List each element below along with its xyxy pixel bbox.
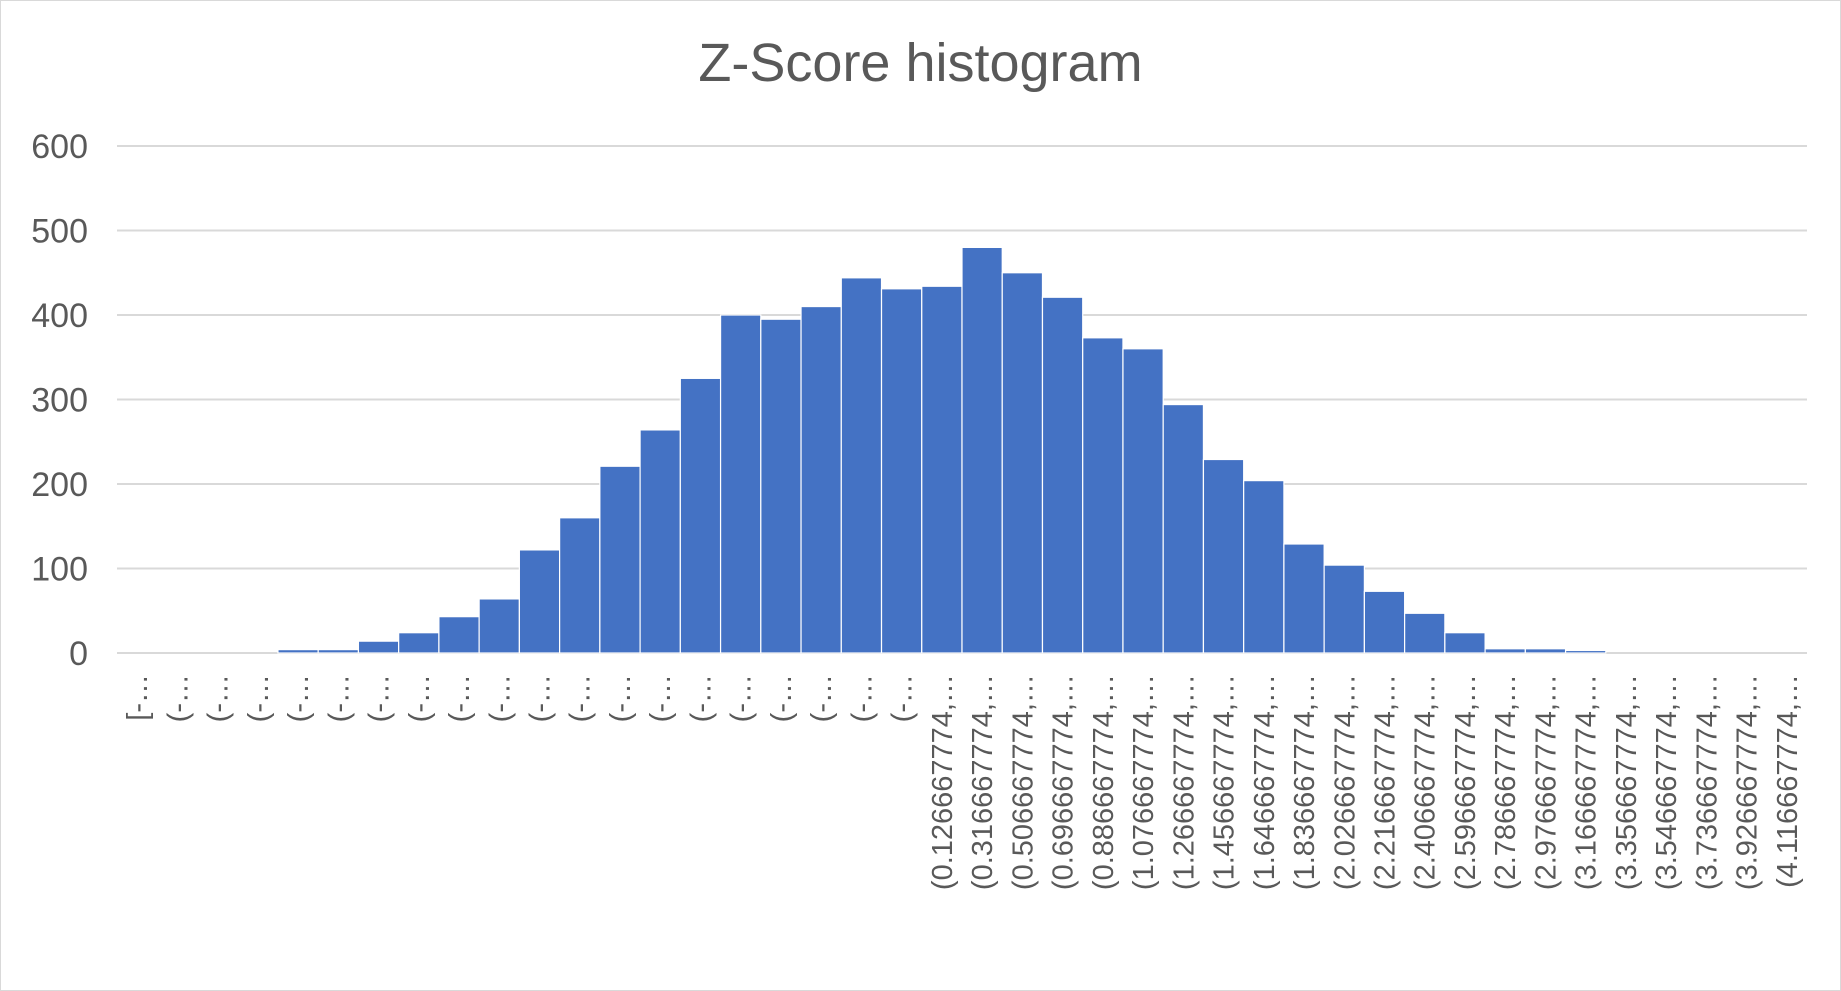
x-tick-label: (-… xyxy=(484,674,516,722)
y-tick-label: 100 xyxy=(31,551,88,589)
x-tick-label: [-… xyxy=(122,674,154,721)
x-tick-label: (-… xyxy=(444,674,476,722)
histogram-bar xyxy=(1564,649,1607,654)
x-tick-label: (1.456667774,… xyxy=(1209,674,1241,890)
histogram-bar xyxy=(1041,296,1084,654)
histogram-bar xyxy=(357,640,400,654)
x-tick-label: (-… xyxy=(726,674,758,722)
histogram-bar xyxy=(639,429,681,654)
x-tick-label: (3.166667774,… xyxy=(1571,674,1603,890)
x-tick-label: (3.736667774,… xyxy=(1691,674,1723,890)
histogram-bar xyxy=(1484,648,1526,654)
histogram-bar xyxy=(1122,348,1164,654)
x-tick-label: (0.886667774,… xyxy=(1088,674,1120,890)
x-tick-label: (0.506667774,… xyxy=(1007,674,1039,890)
x-tick-label: (2.976667774,… xyxy=(1530,674,1562,890)
histogram-bar xyxy=(961,246,1003,654)
x-tick-label: (4.116667774,… xyxy=(1772,674,1804,888)
histogram-bar xyxy=(1202,458,1245,654)
y-axis: 0 100 200 300 400 500 600 xyxy=(31,128,88,673)
x-tick-label: (-… xyxy=(846,674,878,722)
histogram-bar xyxy=(679,377,722,654)
x-tick-label: (1.646667774,… xyxy=(1249,674,1281,890)
x-tick-label: (-… xyxy=(685,674,717,722)
histogram-bar xyxy=(559,517,601,654)
histogram-bar xyxy=(840,277,883,654)
histogram-bar xyxy=(1243,480,1285,654)
x-tick-label: (3.926667774,… xyxy=(1732,674,1764,890)
x-tick-label: (2.026667774,… xyxy=(1329,674,1361,890)
x-axis: [-… (-… (-… (-… (-… (-… (-… (-… (-… (-… (-… (-… (-…(… xyxy=(122,674,1804,890)
y-tick-label: 400 xyxy=(31,297,88,335)
x-tick-label: (1.266667774,… xyxy=(1168,674,1200,890)
histogram-bar xyxy=(760,318,802,654)
x-tick-label: (0.316667774,… xyxy=(967,674,999,890)
x-tick-label: (2.216667774,… xyxy=(1370,674,1402,890)
histogram-bar xyxy=(1283,543,1325,654)
histogram-bar xyxy=(1162,403,1205,654)
histogram-bar xyxy=(518,549,561,654)
histogram-bar xyxy=(1404,612,1446,654)
x-tick-label: (1.076667774,… xyxy=(1128,674,1160,890)
x-tick-label: (-… xyxy=(565,674,597,722)
y-tick-label: 200 xyxy=(31,466,88,504)
x-tick-label: (-… xyxy=(364,674,396,722)
histogram-bar xyxy=(1323,564,1365,654)
histogram-bar xyxy=(921,285,963,654)
x-tick-label: (3.546667774,… xyxy=(1651,674,1683,890)
x-tick-label: (2.406667774,… xyxy=(1410,674,1442,890)
x-tick-label: (-… xyxy=(162,674,194,722)
x-tick-label: (-… xyxy=(525,674,557,722)
x-tick-label: (-… xyxy=(887,674,919,722)
histogram-bar xyxy=(1524,648,1567,654)
x-tick-label: (-… xyxy=(645,674,677,722)
x-tick-label: (0.126667774,… xyxy=(927,674,959,890)
x-tick-label: (2.596667774,… xyxy=(1450,674,1482,890)
y-tick-label: 0 xyxy=(69,635,88,673)
y-tick-label: 600 xyxy=(31,128,88,166)
x-tick-label: (1.836667774,… xyxy=(1289,674,1321,890)
y-tick-label: 300 xyxy=(31,382,88,420)
histogram-bar xyxy=(800,305,842,654)
histogram-bar xyxy=(398,632,440,654)
x-tick-label: (-… xyxy=(283,674,315,722)
chart-title: Z-Score histogram xyxy=(698,33,1143,93)
x-tick-label: (-… xyxy=(605,674,637,722)
histogram-bar xyxy=(1444,632,1486,654)
histogram-bar xyxy=(438,616,480,654)
histogram-bar xyxy=(478,598,520,654)
histogram-bar xyxy=(1082,337,1124,654)
y-tick-label: 500 xyxy=(31,213,88,251)
x-tick-label: (0.696667774,… xyxy=(1048,674,1080,890)
histogram-bar xyxy=(1363,590,1406,654)
bars xyxy=(277,246,1607,654)
histogram-bar xyxy=(880,288,923,654)
histogram-bar xyxy=(719,314,762,654)
x-tick-label: (-… xyxy=(323,674,355,722)
x-tick-label: (3.356667774,… xyxy=(1611,674,1643,890)
histogram-bar xyxy=(317,649,360,654)
x-tick-label: (-… xyxy=(203,674,235,722)
histogram-bar xyxy=(1001,272,1044,654)
x-tick-label: (2.786667774,… xyxy=(1490,674,1522,890)
x-tick-label: (-… xyxy=(766,674,798,722)
histogram-bar xyxy=(599,465,641,654)
x-tick-label: (-… xyxy=(806,674,838,722)
histogram-bar xyxy=(277,649,319,654)
x-tick-label: (-… xyxy=(404,674,436,722)
x-tick-label: (-… xyxy=(243,674,275,722)
